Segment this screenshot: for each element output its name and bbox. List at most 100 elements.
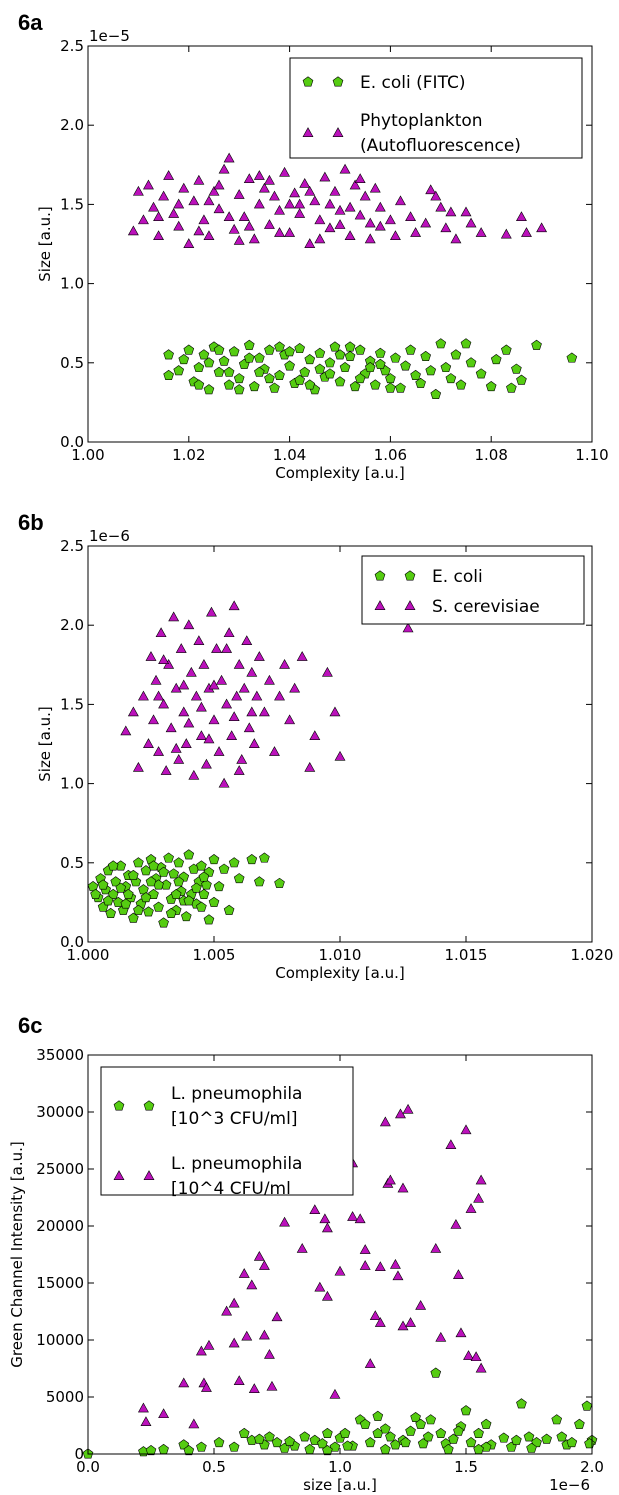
6a-point <box>354 173 366 183</box>
6a-point <box>536 222 548 233</box>
6a-point <box>299 177 311 188</box>
6c-point <box>380 1423 391 1434</box>
6c-point <box>566 1437 578 1448</box>
6a-point <box>223 211 235 222</box>
6c-point <box>334 1265 346 1276</box>
6a-point <box>279 166 291 177</box>
6a-y-tick-label: 0.0 <box>60 433 84 451</box>
6a-point <box>183 238 195 248</box>
6c-point <box>430 1367 442 1378</box>
6b-point <box>196 901 207 912</box>
6a-point <box>440 361 452 373</box>
6b-point <box>173 876 185 887</box>
6a-legend-label: Phytoplankton (Autofluorescence) <box>360 111 521 156</box>
6c-point <box>435 1331 447 1342</box>
6c-point <box>473 1427 484 1438</box>
6a-point <box>334 349 346 360</box>
6b-point <box>246 666 258 677</box>
6a-legend-box <box>289 57 583 159</box>
6c-point <box>498 1432 510 1443</box>
6a-point <box>430 388 442 399</box>
6a-point <box>475 227 487 237</box>
6a-legend-marker <box>332 76 344 87</box>
6b-point <box>133 857 144 868</box>
6c-point <box>359 1244 371 1254</box>
6c-y-tick-label: 30000 <box>36 1103 84 1121</box>
6b-y-tick-label: 1.0 <box>60 775 84 793</box>
6a-point <box>349 380 361 392</box>
6b-point <box>200 758 212 769</box>
6a-point <box>304 185 316 196</box>
6c-point <box>359 1260 371 1270</box>
6b-point <box>120 898 132 909</box>
6c-point <box>279 1216 291 1227</box>
6a-point <box>233 373 245 384</box>
6b-point <box>208 896 220 907</box>
6b-point <box>132 761 144 772</box>
6b-point <box>258 706 270 717</box>
6c-point <box>203 1339 215 1350</box>
6b-point <box>143 906 154 917</box>
6a-point <box>253 198 265 209</box>
6b-point <box>170 682 182 693</box>
6c-point <box>526 1442 537 1453</box>
6c-point <box>364 1358 376 1368</box>
6a-point <box>364 217 376 228</box>
6b-point <box>158 917 169 928</box>
6a-point <box>284 360 295 371</box>
6a-point <box>243 339 255 350</box>
6c-legend-label: L. pneumophila [10^4 CFU/ml <box>171 1154 302 1199</box>
6c-point <box>379 1116 391 1127</box>
6b-point <box>190 690 202 701</box>
6c-point <box>425 1414 437 1425</box>
6b-point <box>279 658 291 669</box>
6c-point <box>238 1268 250 1278</box>
6a-point <box>324 357 336 368</box>
6a-point <box>410 227 422 237</box>
6c-point <box>374 1261 386 1271</box>
6c-y-axis-label: Green Channel Intensity [a.u.] <box>8 1141 26 1368</box>
6c-point <box>264 1431 275 1442</box>
6b-point <box>175 643 187 653</box>
6b-point <box>233 658 245 669</box>
6a-point <box>375 347 386 358</box>
6a-point <box>314 233 326 244</box>
6b-point <box>180 738 192 748</box>
6a-x-tick-label: 1.10 <box>575 446 608 464</box>
6b-point <box>128 912 139 923</box>
6b-x-tick-label: 1.015 <box>445 946 488 964</box>
6a-point <box>374 220 386 231</box>
6c-point <box>309 1204 321 1214</box>
6b-point <box>263 674 275 685</box>
6b-point <box>228 711 240 722</box>
6b-point <box>284 714 296 725</box>
6c-y-tick-label: 15000 <box>36 1274 84 1292</box>
6b-point <box>304 761 316 772</box>
6c-point <box>359 1418 371 1429</box>
6a-legend-label: E. coli (FITC) <box>360 73 465 93</box>
6c-point <box>470 1351 482 1362</box>
6c-point <box>213 1437 225 1448</box>
6c-point <box>556 1431 568 1442</box>
6a-point <box>440 222 452 233</box>
6b-y-offset-text: 1e−6 <box>89 527 130 545</box>
6c-legend-label-line: L. pneumophila <box>171 1084 302 1104</box>
6a-y-tick-label: 0.5 <box>60 354 84 372</box>
6b-point <box>274 877 285 888</box>
6c-point <box>364 1437 376 1448</box>
6b-point <box>183 849 195 860</box>
6b-point <box>233 765 245 775</box>
6c-point <box>145 1445 157 1456</box>
6a-point <box>405 211 417 222</box>
6c-point <box>384 1174 396 1185</box>
6b-legend-marker <box>374 570 386 581</box>
6a-point <box>369 379 381 390</box>
6a-point <box>389 230 401 241</box>
6b-point <box>223 627 235 638</box>
6a-point <box>344 201 356 212</box>
6c-point <box>405 1317 417 1327</box>
6a-point <box>385 382 396 393</box>
6a-point <box>163 170 175 180</box>
6b-point <box>105 907 116 918</box>
